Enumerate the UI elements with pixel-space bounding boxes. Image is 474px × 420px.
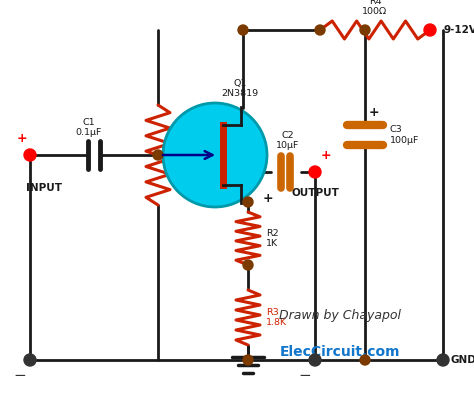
Text: Drawn by Chayapol: Drawn by Chayapol [279, 309, 401, 321]
Text: R2
1K: R2 1K [266, 229, 279, 248]
Text: INPUT: INPUT [26, 183, 62, 193]
Text: −: − [299, 368, 311, 383]
Circle shape [437, 354, 449, 366]
Text: −: − [14, 368, 27, 383]
Text: Q1
2N3819: Q1 2N3819 [221, 79, 258, 98]
Circle shape [238, 25, 248, 35]
Text: OUTPUT: OUTPUT [291, 188, 339, 198]
Circle shape [309, 166, 321, 178]
Circle shape [243, 355, 253, 365]
Text: +: + [369, 106, 380, 119]
Circle shape [24, 354, 36, 366]
Text: +: + [263, 192, 273, 205]
Text: C3
100μF: C3 100μF [390, 125, 419, 145]
Text: C1
0.1μF: C1 0.1μF [76, 118, 102, 137]
Circle shape [243, 260, 253, 270]
Circle shape [360, 355, 370, 365]
Circle shape [243, 197, 253, 207]
Text: R3
1.8K: R3 1.8K [266, 308, 287, 327]
Circle shape [315, 25, 325, 35]
Text: R4
100Ω: R4 100Ω [363, 0, 388, 16]
Text: ElecCircuit.com: ElecCircuit.com [280, 345, 400, 359]
Text: C2
10μF: C2 10μF [276, 131, 300, 150]
Text: GND: GND [451, 355, 474, 365]
Text: 9-12V: 9-12V [444, 25, 474, 35]
Circle shape [24, 149, 36, 161]
Circle shape [309, 354, 321, 366]
Circle shape [153, 150, 163, 160]
Text: +: + [17, 132, 27, 145]
Circle shape [310, 355, 320, 365]
Text: +: + [321, 149, 332, 162]
Text: R1
2.2M: R1 2.2M [176, 145, 199, 165]
Circle shape [360, 25, 370, 35]
Circle shape [163, 103, 267, 207]
Circle shape [424, 24, 436, 36]
